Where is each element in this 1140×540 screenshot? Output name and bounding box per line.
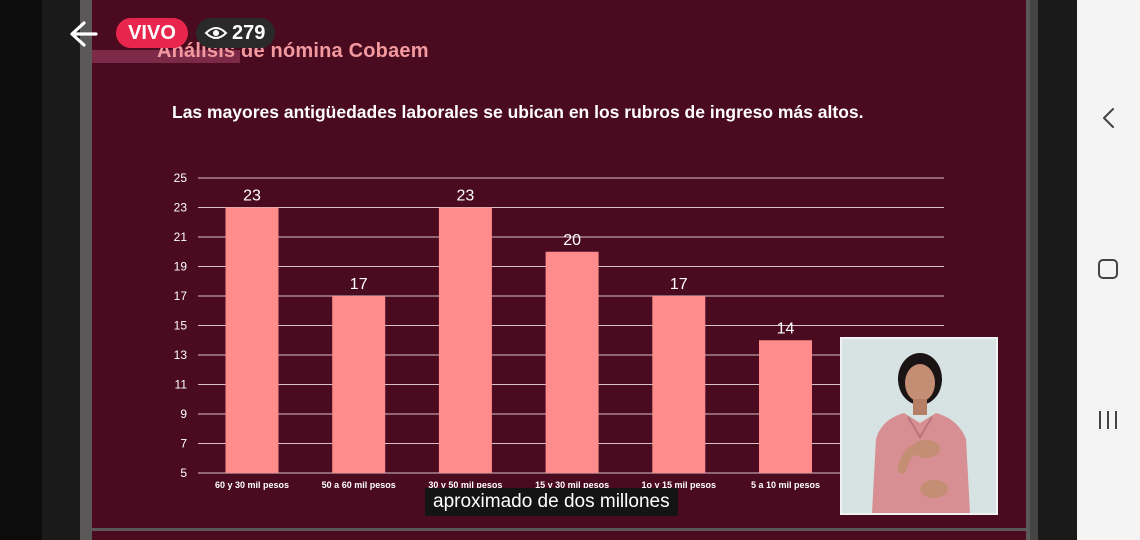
- recent-apps-icon: [1099, 411, 1117, 429]
- y-tick-label: 17: [174, 289, 188, 303]
- slide-subtitle: Las mayores antigüedades laborales se ub…: [172, 102, 864, 122]
- y-tick-label: 7: [180, 437, 187, 451]
- category-label: 50 a 60 mil pesos: [322, 480, 396, 490]
- data-label: 20: [563, 232, 581, 249]
- nav-recents-button[interactable]: [1077, 396, 1140, 446]
- data-label: 14: [777, 320, 795, 337]
- chart-labels: 5 7 9 11 13 15 17 19 21 23 25 23 60 y 30 mil pesos 17…: [174, 171, 820, 490]
- sign-language-interpreter-video: [840, 337, 998, 515]
- back-arrow-icon: [70, 21, 98, 47]
- chevron-left-icon: [1103, 108, 1114, 128]
- y-tick-label: 5: [180, 466, 187, 480]
- bar: [438, 207, 492, 473]
- data-label: 23: [457, 188, 475, 205]
- bar: [652, 296, 706, 473]
- data-label: 17: [350, 276, 368, 293]
- slide-heading: Análisis de nómina Cobaem: [157, 40, 429, 62]
- category-label: 60 y 30 mil pesos: [215, 480, 289, 490]
- y-tick-label: 23: [174, 201, 188, 215]
- square-icon: [1098, 259, 1118, 279]
- live-badge: VIVO: [116, 18, 188, 48]
- bar-chart: 5 7 9 11 13 15 17 19 21 23 25 23 60 y 30 mil pesos 17…: [174, 171, 944, 490]
- frame-edge: [1030, 0, 1038, 540]
- interpreter-image: [842, 339, 996, 513]
- y-tick-label: 13: [174, 348, 188, 362]
- nav-back-button[interactable]: [1077, 93, 1140, 143]
- back-button[interactable]: [66, 18, 102, 50]
- chart-bars: [225, 207, 812, 473]
- nav-home-button[interactable]: [1077, 244, 1140, 294]
- category-label: 15 y 30 mil pesos: [535, 480, 609, 490]
- eye-icon: [204, 27, 228, 39]
- system-nav-bar: [1077, 0, 1140, 540]
- bar: [332, 296, 386, 473]
- heading-accent-strip: [92, 50, 240, 63]
- y-tick-label: 9: [180, 407, 187, 421]
- bar: [759, 340, 812, 473]
- y-tick-label: 25: [174, 171, 188, 185]
- y-tick-label: 21: [174, 230, 188, 244]
- live-caption: aproximado de dos millones: [425, 488, 678, 516]
- data-label: 23: [243, 188, 261, 205]
- data-label: 17: [670, 276, 688, 293]
- category-label: 1o y 15 mil pesos: [642, 480, 717, 490]
- category-label: 5 a 10 mil pesos: [751, 480, 820, 490]
- y-tick-label: 15: [174, 319, 188, 333]
- y-tick-label: 19: [174, 260, 188, 274]
- bar: [225, 207, 279, 473]
- bar: [545, 251, 599, 473]
- viewer-count: 279: [196, 18, 276, 48]
- category-label: 30 y 50 mil pesos: [428, 480, 502, 490]
- slide-bottom-edge: [92, 531, 1026, 540]
- y-tick-label: 11: [175, 378, 188, 392]
- viewer-count-value: 279: [232, 21, 266, 44]
